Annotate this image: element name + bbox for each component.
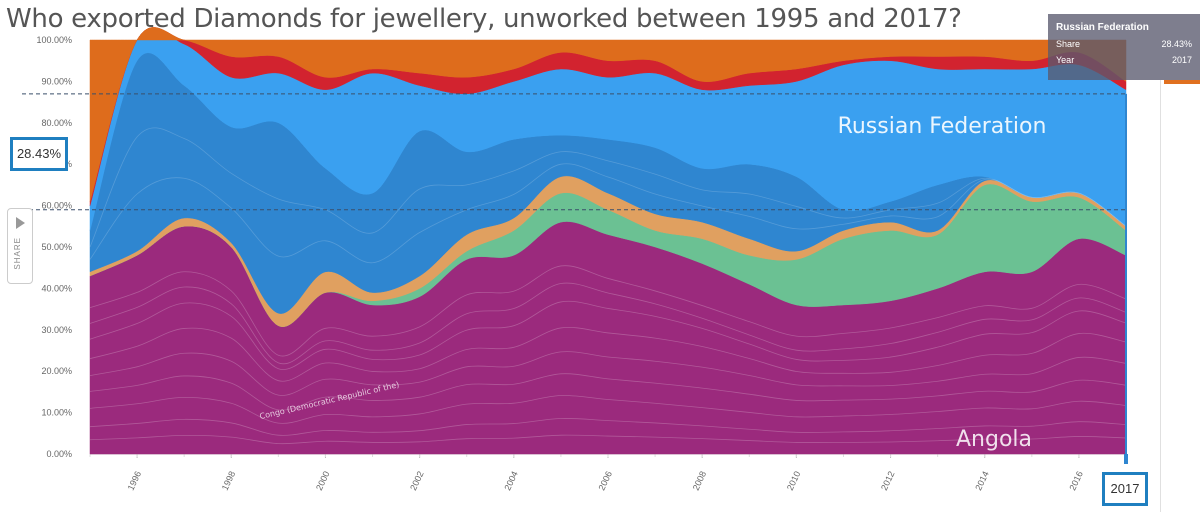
- tooltip-year-label: Year: [1056, 55, 1075, 65]
- y-tick-label: 10.00%: [41, 408, 72, 418]
- guide-lines: [22, 93, 1126, 211]
- stream-line: [89, 163, 1127, 264]
- stream-line: [89, 327, 1127, 382]
- share-value-box: 28.43%: [10, 137, 68, 171]
- stream-line: [89, 127, 1127, 248]
- y-tick-label: 60.00%: [41, 201, 72, 211]
- tooltip-title: Russian Federation: [1056, 22, 1149, 33]
- tooltip-share-label: Share: [1056, 39, 1081, 49]
- cursor-handle: [1124, 454, 1128, 464]
- label-russian-federation: Russian Federation: [838, 114, 1047, 139]
- year-value-box[interactable]: 2017: [1102, 472, 1148, 506]
- x-tick-label: 1996: [126, 470, 144, 492]
- orange-series-marker: [1164, 80, 1200, 84]
- y-tick-label: 50.00%: [41, 242, 72, 252]
- y-tick-label: 40.00%: [41, 283, 72, 293]
- y-axis: 0.00% 10.00% 20.00% 30.00% 40.00% 50.00% 60.00…: [36, 35, 72, 459]
- stream-line: [89, 395, 1127, 424]
- stacked-areas: [89, 27, 1127, 455]
- stream-line: [89, 351, 1127, 396]
- stream-line: [89, 265, 1127, 357]
- share-toggle-button[interactable]: SHARE: [7, 208, 33, 284]
- year-cursor: [1124, 93, 1128, 464]
- tooltip-year-value: 2017: [1171, 55, 1192, 65]
- share-toggle-label: SHARE: [13, 237, 22, 270]
- tooltip: Russian Federation Share 28.43% Year 201…: [1048, 14, 1200, 80]
- y-tick-label: 30.00%: [41, 325, 72, 335]
- stream-line: [89, 434, 1127, 445]
- x-tick-label: 2008: [691, 470, 709, 492]
- x-tick-label: 2006: [597, 470, 615, 492]
- x-tick-label: 2000: [314, 470, 332, 492]
- y-tick-label: 100.00%: [36, 35, 72, 45]
- stream-line: [89, 282, 1127, 365]
- y-tick-label: 0.00%: [46, 449, 72, 459]
- x-tick-label: 2014: [973, 470, 991, 492]
- side-track: [1160, 80, 1161, 512]
- x-tick-label: 2016: [1067, 470, 1085, 492]
- x-tick-label: 1998: [220, 470, 238, 492]
- y-tick-label: 20.00%: [41, 366, 72, 376]
- x-tick-label: 2012: [879, 470, 897, 492]
- stream-line: [89, 373, 1127, 411]
- stream-line: [89, 418, 1127, 436]
- x-tick-label: 2010: [785, 470, 803, 492]
- x-tick-label: 2004: [502, 470, 520, 492]
- country-lines: [89, 127, 1127, 445]
- stream-line: [89, 300, 1127, 370]
- tooltip-share-value: 28.43%: [1161, 39, 1192, 49]
- play-arrow-icon: [16, 217, 25, 229]
- tooltip-year-row: Year 2017: [1056, 55, 1192, 65]
- x-axis: 1996 1998 2000 2002 2004 2006 2008 2010 2012 2014…: [126, 470, 1085, 492]
- chart-title: Who exported Diamonds for jewellery, unw…: [6, 4, 962, 34]
- y-tick-label: 80.00%: [41, 118, 72, 128]
- x-tick-label: 2002: [408, 470, 426, 492]
- tooltip-share-row: Share 28.43%: [1056, 39, 1192, 49]
- y-tick-label: 90.00%: [41, 76, 72, 86]
- label-angola: Angola: [956, 427, 1032, 452]
